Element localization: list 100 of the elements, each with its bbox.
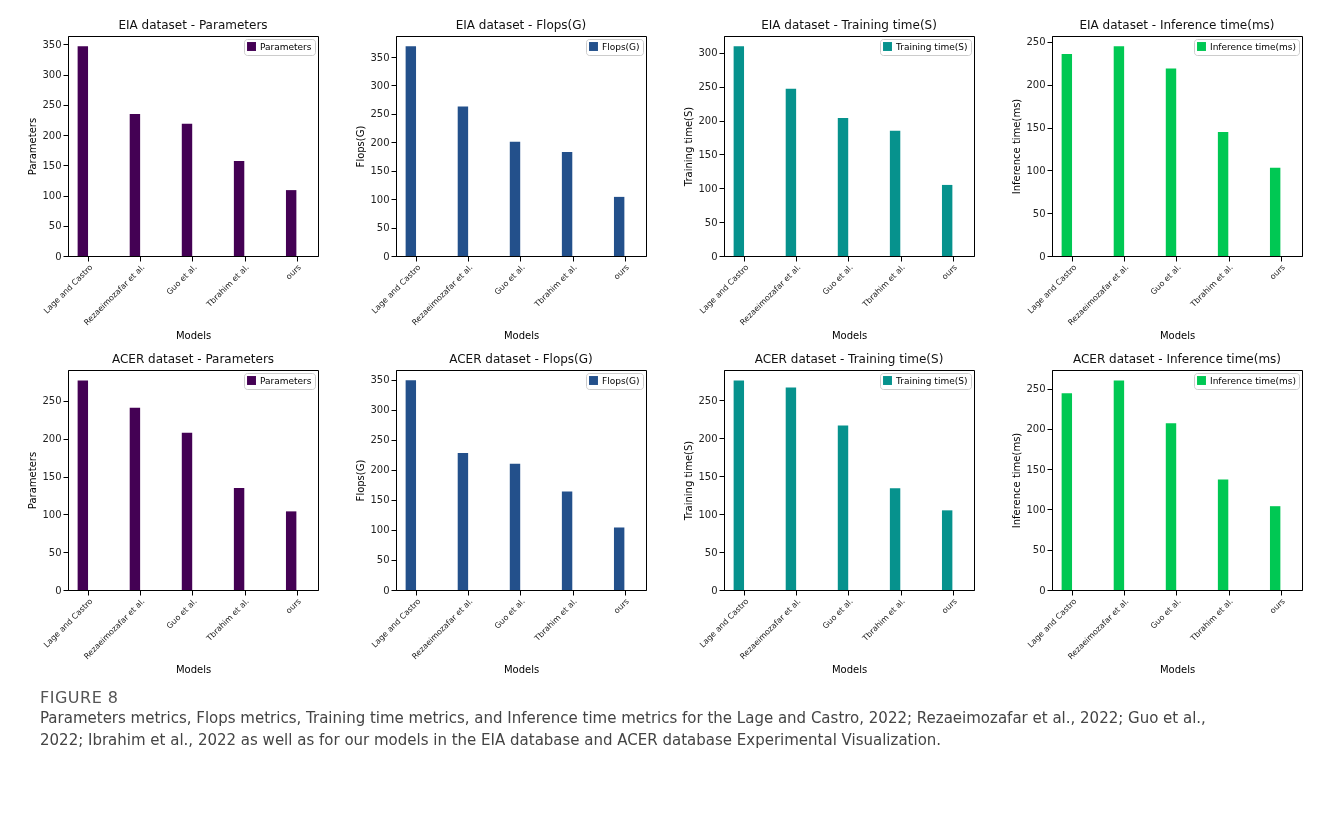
y-tick-label: 250 bbox=[42, 395, 62, 407]
bar bbox=[233, 487, 245, 590]
y-tick-label: 150 bbox=[1026, 463, 1046, 475]
y-tick-label: 150 bbox=[1026, 122, 1046, 134]
chart-title: EIA dataset - Training time(S) bbox=[761, 18, 937, 32]
y-tick-label: 150 bbox=[42, 471, 62, 483]
y-axis-title: Flops(G) bbox=[355, 125, 367, 168]
legend-label: Flops(G) bbox=[602, 375, 640, 386]
bar bbox=[181, 432, 193, 590]
x-axis-title: Models bbox=[503, 330, 540, 342]
legend-label: Parameters bbox=[260, 41, 312, 52]
y-tick-label: 100 bbox=[698, 182, 718, 194]
y-tick-label: 0 bbox=[711, 584, 718, 596]
chart-title: ACER dataset - Flops(G) bbox=[449, 352, 593, 366]
y-tick-label: 250 bbox=[1026, 383, 1046, 395]
y-tick-label: 200 bbox=[1026, 423, 1046, 435]
bar bbox=[181, 123, 193, 256]
y-axis-title: Flops(G) bbox=[355, 459, 367, 502]
y-axis-title: Training time(S) bbox=[683, 440, 695, 522]
y-axis-title: Inference time(ms) bbox=[1011, 432, 1023, 529]
bar bbox=[129, 113, 141, 256]
y-tick-label: 0 bbox=[1039, 250, 1046, 262]
y-tick-label: 200 bbox=[370, 464, 390, 476]
x-axis-title: Models bbox=[831, 664, 868, 676]
bar bbox=[613, 196, 625, 256]
bar bbox=[509, 141, 521, 256]
bar bbox=[1061, 53, 1073, 256]
bar bbox=[77, 46, 89, 256]
caption: FIGURE 8 bbox=[40, 688, 120, 707]
bar bbox=[613, 527, 625, 590]
text: Parameters metrics, Flops metrics, Training time metrics, and Inference time metrics for the Lage and Castro, 2022; Rezaeimozafar et al., 2022; Guo et al., 2022; Ibrahim et al., 2022 as well as for our models in the EIA database and ACER database Experimental Visualization. bbox=[40, 708, 1207, 751]
bar bbox=[561, 491, 573, 590]
y-tick-label: 50 bbox=[704, 546, 718, 558]
y-tick-label: 250 bbox=[370, 434, 390, 446]
chart-title: ACER dataset - Parameters bbox=[111, 352, 275, 366]
chart-title: ACER dataset - Training time(S) bbox=[754, 352, 944, 366]
bar bbox=[1165, 68, 1177, 256]
y-tick-label: 250 bbox=[698, 81, 718, 93]
y-tick-label: 150 bbox=[42, 159, 62, 171]
y-axis-title: Training time(S) bbox=[683, 106, 695, 188]
y-tick-label: 100 bbox=[370, 524, 390, 536]
bar bbox=[405, 46, 417, 256]
bar bbox=[561, 151, 573, 256]
chart-title: EIA dataset - Flops(G) bbox=[455, 18, 587, 32]
y-tick-label: 150 bbox=[370, 494, 390, 506]
y-tick-label: 0 bbox=[711, 250, 718, 262]
y-tick-label: 350 bbox=[42, 38, 62, 50]
bar bbox=[1165, 423, 1177, 590]
legend-label: Training time(S) bbox=[895, 375, 968, 386]
bar bbox=[837, 117, 849, 256]
y-tick-label: 0 bbox=[1039, 584, 1046, 596]
x-axis-title: Models bbox=[1159, 330, 1196, 342]
y-tick-label: 250 bbox=[370, 108, 390, 120]
y-tick-label: 100 bbox=[42, 190, 62, 202]
y-tick-label: 300 bbox=[42, 69, 62, 81]
y-tick-label: 200 bbox=[698, 432, 718, 444]
y-axis-title: Parameters bbox=[27, 117, 39, 176]
bar bbox=[285, 190, 297, 256]
y-tick-label: 300 bbox=[698, 47, 718, 59]
x-tick-label: Guo et al. bbox=[164, 262, 199, 297]
x-axis-title: Models bbox=[175, 330, 212, 342]
bar bbox=[733, 380, 745, 590]
bar bbox=[129, 407, 141, 590]
y-tick-label: 100 bbox=[42, 508, 62, 520]
bar bbox=[1269, 506, 1281, 590]
y-tick-label: 100 bbox=[370, 193, 390, 205]
y-tick-label: 50 bbox=[48, 220, 62, 232]
y-tick-label: 100 bbox=[1026, 164, 1046, 176]
legend-label: Inference time(ms) bbox=[1210, 375, 1296, 386]
x-tick-label: Guo et al. bbox=[820, 596, 855, 631]
y-tick-label: 200 bbox=[42, 129, 62, 141]
bar bbox=[733, 46, 745, 256]
x-axis-title: Models bbox=[175, 664, 212, 676]
y-tick-label: 0 bbox=[55, 584, 62, 596]
bar bbox=[1113, 380, 1125, 590]
y-tick-label: 50 bbox=[704, 216, 718, 228]
bar bbox=[889, 488, 901, 590]
y-tick-label: 250 bbox=[1026, 36, 1046, 48]
y-tick-label: 300 bbox=[370, 79, 390, 91]
bar bbox=[457, 106, 469, 256]
bar bbox=[837, 425, 849, 590]
x-tick-label: Guo et al. bbox=[820, 262, 855, 297]
y-tick-label: 200 bbox=[1026, 79, 1046, 91]
y-tick-label: 0 bbox=[55, 250, 62, 262]
x-tick-label: Guo et al. bbox=[492, 596, 527, 631]
bar bbox=[457, 452, 469, 590]
x-tick-label: Guo et al. bbox=[492, 262, 527, 297]
bar bbox=[1217, 479, 1229, 590]
x-axis-title: Models bbox=[1159, 664, 1196, 676]
y-tick-label: 50 bbox=[48, 546, 62, 558]
chart-title: EIA dataset - Parameters bbox=[118, 18, 268, 32]
y-tick-label: 150 bbox=[370, 165, 390, 177]
y-tick-label: 50 bbox=[376, 222, 390, 234]
y-tick-label: 350 bbox=[370, 374, 390, 386]
bar bbox=[405, 380, 417, 590]
y-tick-label: 100 bbox=[1026, 503, 1046, 515]
y-tick-label: 150 bbox=[698, 148, 718, 160]
bar bbox=[785, 387, 797, 590]
y-axis-title: Inference time(ms) bbox=[1011, 98, 1023, 195]
bar bbox=[889, 130, 901, 256]
